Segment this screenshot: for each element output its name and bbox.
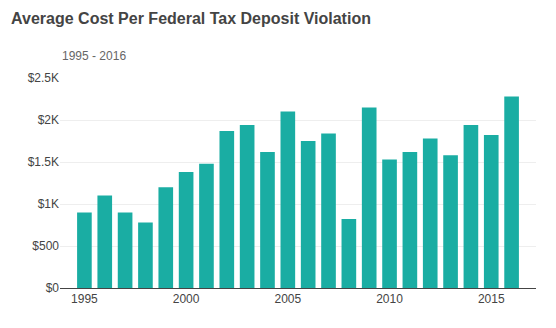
svg-text:2015: 2015 (478, 292, 505, 306)
svg-text:1995 - 2016: 1995 - 2016 (62, 49, 126, 63)
svg-text:$0: $0 (46, 281, 60, 295)
svg-text:$500: $500 (32, 239, 59, 253)
svg-text:$1.5K: $1.5K (28, 155, 59, 169)
svg-text:1995: 1995 (71, 292, 98, 306)
svg-text:2005: 2005 (274, 292, 301, 306)
svg-text:2010: 2010 (376, 292, 403, 306)
svg-text:2000: 2000 (173, 292, 200, 306)
svg-text:$2.5K: $2.5K (28, 71, 59, 85)
svg-text:Average Cost Per Federal Tax D: Average Cost Per Federal Tax Deposit Vio… (11, 10, 371, 27)
svg-text:$2K: $2K (38, 113, 59, 127)
svg-text:$1K: $1K (38, 197, 59, 211)
